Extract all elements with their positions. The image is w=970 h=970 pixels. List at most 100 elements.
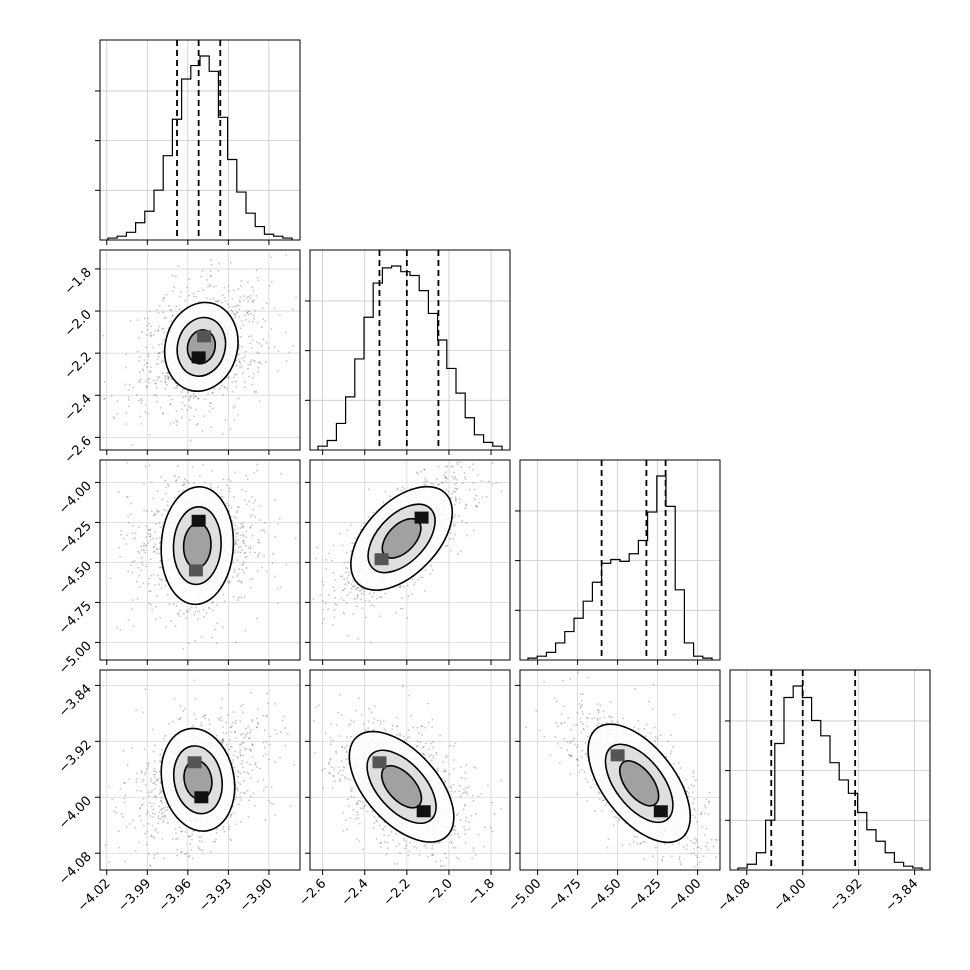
sample-point — [275, 732, 278, 735]
sample-point — [477, 795, 480, 798]
sample-point — [140, 422, 143, 425]
sample-point — [357, 817, 360, 820]
sample-point — [443, 475, 446, 478]
sample-point — [157, 311, 160, 314]
sample-point — [141, 711, 144, 714]
sample-point — [138, 815, 141, 817]
sample-point — [267, 347, 270, 350]
sample-point — [243, 780, 246, 782]
sample-point — [472, 468, 475, 471]
sample-point — [251, 286, 254, 289]
sample-point — [478, 501, 480, 504]
sample-point — [193, 295, 196, 298]
sample-point — [344, 777, 347, 780]
sample-point — [247, 772, 250, 775]
sample-point — [156, 852, 159, 855]
sample-point — [438, 483, 441, 486]
sample-point — [119, 629, 122, 631]
sample-point — [125, 366, 128, 369]
sample-point — [371, 595, 374, 598]
sample-point — [229, 261, 232, 264]
sample-point — [154, 794, 157, 797]
sample-point — [144, 688, 147, 691]
sample-point — [246, 311, 249, 314]
sample-point — [146, 328, 149, 331]
sample-point — [327, 761, 330, 764]
sample-point — [249, 691, 252, 694]
sample-point — [180, 830, 182, 833]
sample-point — [204, 398, 206, 401]
sample-point — [175, 838, 177, 841]
sample-point — [262, 338, 265, 341]
sample-point — [247, 725, 250, 728]
sample-point — [208, 607, 211, 610]
sample-point — [164, 378, 167, 381]
sample-point — [482, 845, 485, 848]
sample-point — [147, 413, 150, 415]
sample-point — [346, 594, 349, 596]
sample-point — [491, 830, 494, 833]
sample-point — [408, 850, 411, 852]
sample-point — [146, 830, 148, 833]
sample-point — [581, 769, 583, 771]
sample-point — [468, 488, 471, 491]
density-peak — [414, 511, 429, 524]
sample-point — [216, 300, 219, 303]
sample-point — [347, 574, 350, 577]
sample-point — [453, 475, 456, 478]
sample-point — [407, 729, 410, 731]
sample-point — [148, 310, 151, 313]
sample-point — [164, 809, 167, 812]
sample-point — [140, 398, 143, 400]
sample-point — [289, 805, 292, 808]
sample-point — [274, 575, 276, 578]
sample-point — [274, 814, 277, 817]
sample-point — [269, 735, 272, 738]
sample-point — [649, 732, 652, 735]
sample-point — [240, 581, 243, 584]
sample-point — [249, 749, 252, 752]
sample-point — [159, 791, 162, 794]
sample-point — [166, 384, 168, 386]
sample-point — [161, 749, 163, 752]
sample-point — [258, 342, 261, 345]
sample-point — [237, 538, 240, 541]
sample-point — [151, 537, 154, 540]
sample-point — [171, 314, 174, 316]
sample-point — [154, 760, 156, 762]
sample-point — [716, 839, 719, 841]
sample-point — [155, 386, 158, 389]
sample-point — [167, 485, 170, 488]
sample-point — [247, 300, 250, 303]
sample-point — [372, 511, 374, 514]
sample-point — [221, 495, 224, 498]
sample-point — [338, 778, 341, 781]
sample-point — [414, 581, 416, 584]
sample-point — [358, 840, 361, 843]
sample-point — [472, 799, 475, 802]
sample-point — [251, 301, 254, 303]
sample-point — [424, 726, 427, 729]
sample-point — [210, 426, 212, 429]
sample-point — [361, 588, 364, 590]
sample-point — [230, 813, 233, 816]
sample-point — [349, 817, 352, 820]
sample-point — [185, 617, 188, 620]
sample-point — [252, 744, 254, 746]
sample-point — [293, 763, 295, 766]
sample-point — [241, 703, 244, 706]
sample-point — [217, 270, 220, 272]
sample-point — [241, 488, 244, 491]
sample-point — [258, 767, 261, 770]
pair-panel-0-3 — [99, 669, 301, 871]
sample-point — [123, 782, 125, 784]
sample-point — [362, 848, 364, 851]
sample-point — [321, 580, 324, 583]
panel-frame — [729, 669, 931, 871]
sample-point — [435, 753, 438, 756]
sample-point — [425, 480, 428, 483]
sample-point — [331, 623, 334, 626]
sample-point — [127, 515, 129, 518]
sample-point — [154, 330, 157, 333]
sample-point — [176, 854, 179, 857]
